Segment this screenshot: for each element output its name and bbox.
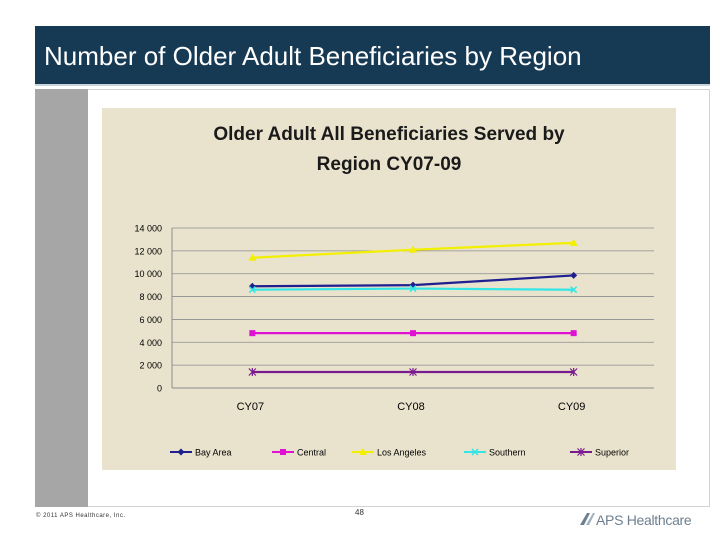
data-point-superior (248, 368, 257, 376)
data-point-central (410, 330, 416, 337)
y-tick-label: 6 000 (139, 315, 162, 325)
x-tick-label: CY09 (558, 401, 586, 413)
data-point-central (249, 330, 256, 337)
data-point-bay-area (570, 271, 578, 279)
chart-area: Older Adult All Beneficiaries Served by … (102, 108, 676, 470)
data-point-southern (570, 286, 578, 294)
left-decor-strip (35, 89, 88, 507)
y-tick-label: 14 000 (134, 224, 162, 234)
legend-label-los-angeles: Los Angeles (377, 448, 427, 458)
slide-title: Number of Older Adult Beneficiaries by R… (44, 41, 582, 71)
copyright-text: © 2011 APS Healthcare, Inc. (36, 513, 126, 519)
legend-label-central: Central (297, 448, 326, 458)
logo-text: APS Healthcare (596, 512, 692, 528)
legend-marker-bay-area (177, 448, 185, 456)
data-point-superior (409, 368, 417, 376)
legend-label-southern: Southern (489, 448, 526, 458)
data-point-los-angeles (409, 245, 417, 253)
chart-title-line-1: Older Adult All Beneficiaries Served by (213, 124, 565, 145)
data-point-southern (409, 285, 417, 293)
chart-title: Older Adult All Beneficiaries Served by … (102, 120, 676, 180)
line-chart: 0 2 000 4 000 6 000 8 000 10 000 12 000 14 000 C… (134, 224, 654, 458)
x-tick-label: CY07 (237, 401, 265, 413)
data-point-los-angeles (569, 238, 578, 246)
y-tick-label: 8 000 (139, 292, 162, 302)
logo-arrow-icon (580, 513, 595, 525)
data-point-southern (248, 286, 256, 294)
legend-marker-superior (577, 448, 585, 456)
legend-marker-los-angeles (359, 448, 367, 455)
data-point-central (570, 330, 577, 337)
y-tick-label: 2 000 (139, 361, 162, 371)
legend-label-superior: Superior (595, 448, 629, 458)
y-tick-label: 4 000 (139, 338, 162, 348)
x-tick-label: CY08 (397, 401, 425, 413)
legend-label-bay-area: Bay Area (195, 448, 232, 458)
legend-marker-southern (471, 448, 479, 456)
aps-logo: APS Healthcare (578, 508, 692, 532)
y-tick-label: 12 000 (134, 246, 162, 256)
slide-frame (88, 89, 710, 507)
data-point-superior (569, 368, 578, 376)
legend-marker-central (280, 449, 286, 455)
y-tick-label: 10 000 (134, 269, 162, 279)
page-number: 48 (355, 508, 364, 517)
title-bar: Number of Older Adult Beneficiaries by R… (35, 26, 710, 86)
y-tick-label: 0 (157, 384, 162, 394)
data-point-los-angeles (248, 253, 257, 261)
chart-title-line-2: Region CY07-09 (316, 154, 462, 175)
